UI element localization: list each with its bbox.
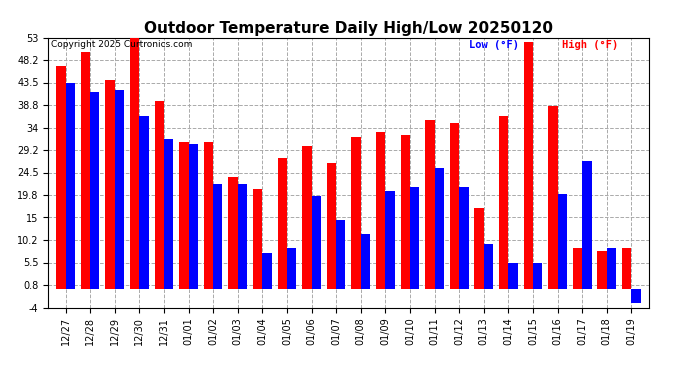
Text: Low (°F): Low (°F) [469,40,518,50]
Bar [361,234,370,288]
Bar [262,253,272,288]
Text: Copyright 2025 Curtronics.com: Copyright 2025 Curtronics.com [51,40,193,49]
Bar [631,288,641,303]
Bar [287,248,296,288]
Bar [81,52,90,288]
Bar [188,144,198,288]
Bar [164,140,173,288]
Bar [90,92,99,288]
Bar [213,184,222,288]
Bar [115,90,124,288]
Bar [558,194,567,288]
Bar [66,82,75,288]
Bar [155,102,164,288]
Bar [336,220,346,288]
Bar [56,66,66,288]
Bar [351,137,361,288]
Bar [425,120,435,288]
Title: Outdoor Temperature Daily High/Low 20250120: Outdoor Temperature Daily High/Low 20250… [144,21,553,36]
Bar [130,35,139,288]
Bar [459,187,469,288]
Bar [179,142,188,288]
Bar [435,168,444,288]
Bar [106,80,115,288]
Bar [302,147,312,288]
Text: High (°F): High (°F) [562,40,618,50]
Bar [499,116,509,288]
Bar [549,106,558,288]
Bar [277,158,287,288]
Bar [410,187,420,288]
Bar [253,189,262,288]
Bar [509,262,518,288]
Bar [622,248,631,288]
Bar [582,160,591,288]
Bar [401,135,410,288]
Bar [524,42,533,288]
Bar [607,248,616,288]
Bar [475,208,484,288]
Bar [450,123,459,288]
Bar [533,262,542,288]
Bar [139,116,148,288]
Bar [573,248,582,288]
Bar [228,177,238,288]
Bar [376,132,385,288]
Bar [238,184,247,288]
Bar [385,192,395,288]
Bar [598,251,607,288]
Bar [327,163,336,288]
Bar [484,243,493,288]
Bar [204,142,213,288]
Bar [312,196,321,288]
